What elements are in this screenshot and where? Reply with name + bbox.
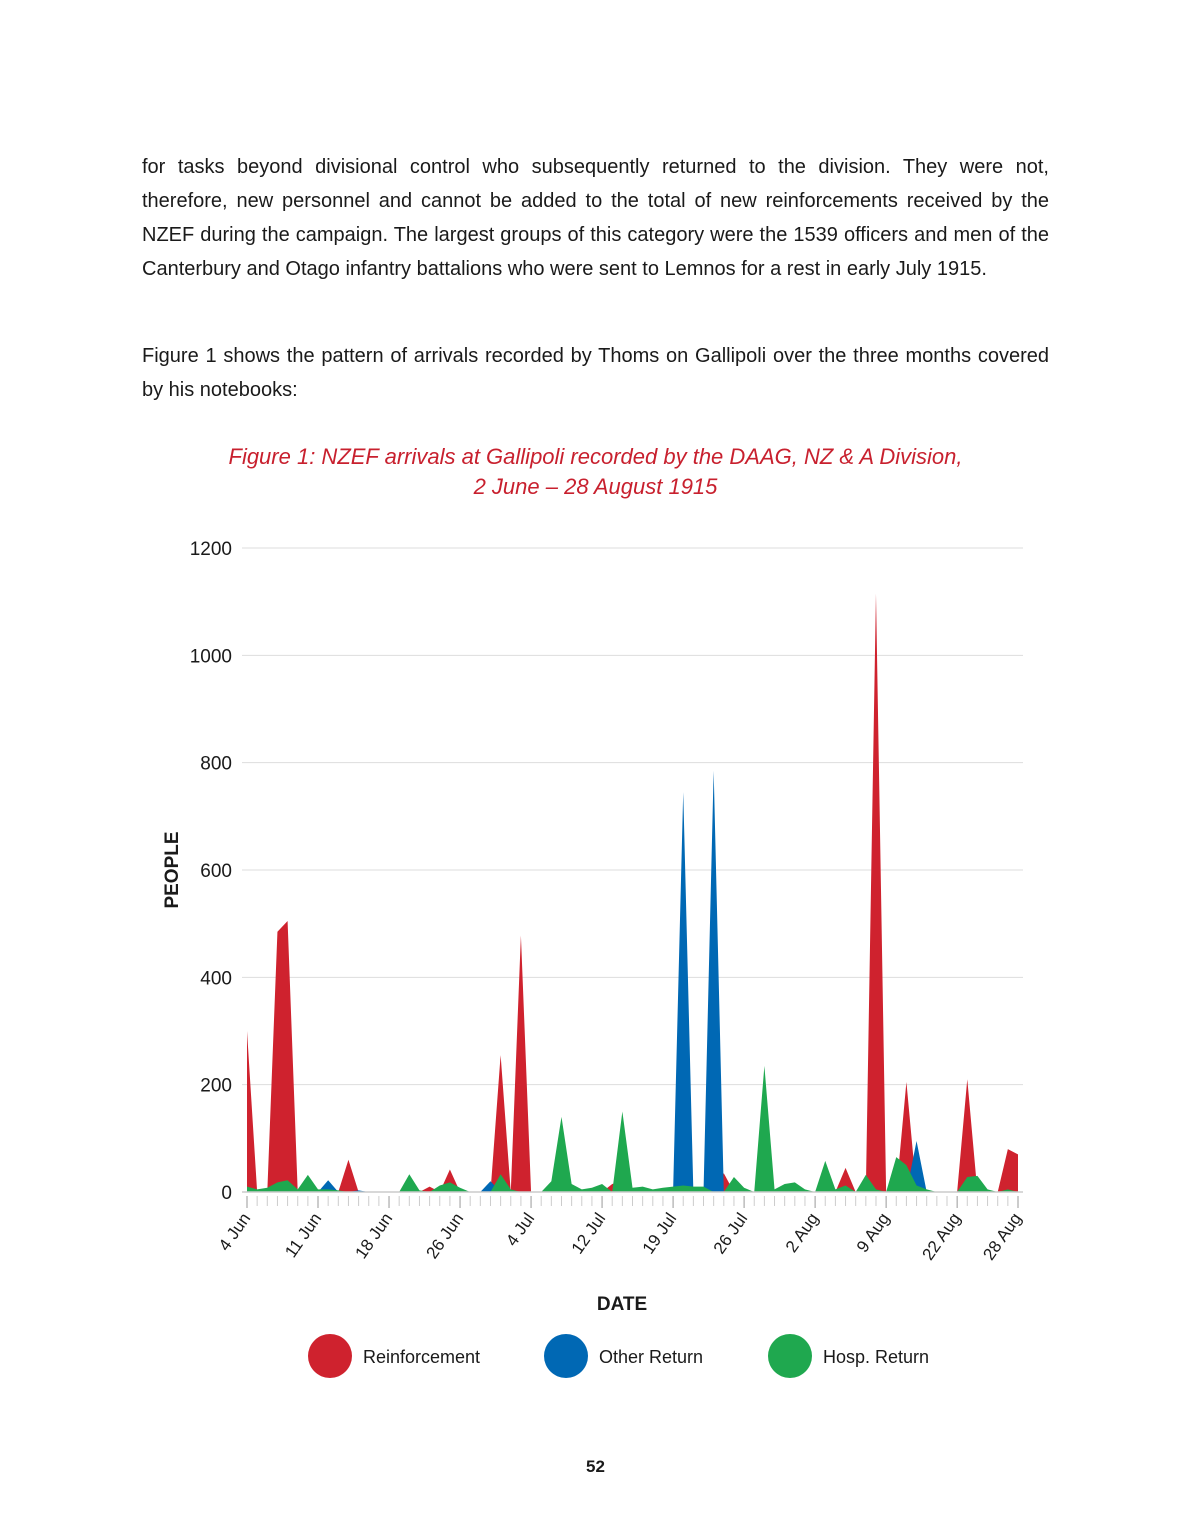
chart: 0 200 400 600 800 1000 1200 4 Jun 11 Jun 18 Jun 26… [162,539,1025,1378]
x-tick-label: 4 Jun [215,1209,254,1254]
x-tick-label: 26 Jul [710,1209,752,1257]
y-tick-label: 0 [221,1183,232,1204]
figure-caption: Figure 1: NZEF arrivals at Gallipoli rec… [228,444,963,469]
y-axis-title: PEOPLE [162,831,183,908]
x-tick-label: 2 Aug [782,1209,823,1256]
y-tick-label: 800 [200,754,232,775]
x-tick-label: 9 Aug [853,1209,894,1256]
legend-swatch [768,1334,812,1378]
y-tick-label: 1200 [190,539,232,560]
legend-item: Hosp. Return [768,1334,929,1378]
x-tick-label: 11 Jun [281,1209,325,1261]
y-tick-label: 200 [200,1076,232,1097]
x-tick-label: 12 Jul [568,1209,610,1257]
figure-caption: 2 June – 28 August 1915 [473,474,718,499]
area [247,593,1018,1192]
x-tick-label: 18 Jun [351,1209,396,1262]
x-axis-title: DATE [597,1294,647,1315]
legend-swatch [544,1334,588,1378]
paragraph: Figure 1 shows the pattern of arrivals r… [142,345,1049,401]
x-tick-label: 28 Aug [979,1209,1025,1263]
paragraph: for tasks beyond divisional control who … [142,156,1049,280]
x-tick-label: 4 Jul [502,1209,538,1249]
legend-label: Hosp. Return [823,1347,929,1367]
page-number: 52 [586,1457,605,1476]
x-tick-label: 26 Jun [422,1209,467,1262]
y-tick-label: 1000 [190,646,232,667]
legend-item: Other Return [544,1334,703,1378]
legend-label: Other Return [599,1347,703,1367]
x-tick-label: 22 Aug [918,1209,964,1263]
legend-swatch [308,1334,352,1378]
legend-label: Reinforcement [363,1347,480,1367]
legend-item: Reinforcement [308,1334,480,1378]
x-tick-label: 19 Jul [639,1209,681,1257]
y-tick-label: 400 [200,968,232,989]
y-tick-label: 600 [200,861,232,882]
